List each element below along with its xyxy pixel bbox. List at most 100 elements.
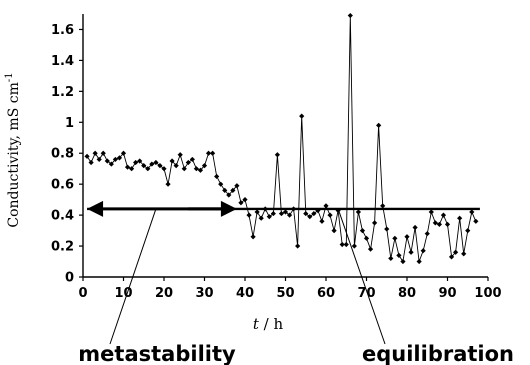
data-point <box>129 166 135 172</box>
data-point <box>376 122 382 128</box>
data-point <box>222 187 228 193</box>
data-point <box>347 12 353 19</box>
data-point <box>246 212 252 218</box>
series-line <box>86 15 477 263</box>
data-point <box>141 163 147 169</box>
data-point <box>137 158 143 164</box>
data-point <box>108 161 114 167</box>
y-axis-label: Conductivity, mS cm-1 <box>4 72 22 227</box>
data-point <box>226 192 232 198</box>
data-point <box>169 158 175 164</box>
data-point <box>92 150 98 156</box>
data-point <box>254 209 260 215</box>
data-point <box>380 203 386 209</box>
data-point <box>84 153 90 159</box>
x-tick-label: 60 <box>317 286 335 301</box>
data-point <box>392 235 398 241</box>
data-point <box>448 254 455 260</box>
x-tick-label: 50 <box>276 286 294 301</box>
data-point <box>396 252 402 258</box>
data-point <box>274 152 280 158</box>
x-ticks: 0 10 20 30 40 50 60 70 80 90 100 <box>78 277 502 301</box>
data-point <box>440 212 447 218</box>
data-point <box>444 221 451 227</box>
data-point <box>205 150 212 156</box>
y-tick-label: 1.4 <box>51 54 74 69</box>
x-tick-label: 90 <box>438 286 456 301</box>
data-point <box>323 203 329 209</box>
data-point <box>157 163 163 169</box>
data-point <box>351 243 357 249</box>
x-tick-label: 40 <box>236 286 254 301</box>
data-point <box>161 166 167 172</box>
data-point <box>424 231 430 237</box>
data-point <box>473 218 479 224</box>
data-point <box>149 161 155 167</box>
data-point <box>400 258 406 265</box>
data-point <box>453 249 459 255</box>
data-point <box>177 152 183 158</box>
data-point <box>457 215 463 221</box>
series <box>84 12 479 265</box>
x-axis-label: t / h <box>253 315 284 333</box>
y-tick-label: 0.4 <box>51 209 74 224</box>
y-tick-label: 0.2 <box>51 240 74 255</box>
overlay <box>87 200 480 345</box>
data-point <box>408 249 414 255</box>
data-point <box>388 255 394 262</box>
data-point <box>469 209 475 215</box>
data-point <box>238 200 244 206</box>
x-tick-label: 100 <box>474 286 501 301</box>
data-point <box>363 235 370 241</box>
data-point <box>201 163 208 169</box>
data-point <box>116 155 123 161</box>
annotation-metastability: metastability <box>78 342 236 365</box>
data-point <box>185 159 191 166</box>
data-point <box>104 158 110 164</box>
data-point <box>133 159 139 166</box>
annotation-pointer-line <box>109 208 157 345</box>
data-point <box>173 163 179 169</box>
x-tick-label: 10 <box>114 286 132 301</box>
data-point <box>153 159 159 166</box>
data-point <box>420 248 426 254</box>
y-tick-label: 1.2 <box>51 85 74 100</box>
data-point <box>355 209 361 215</box>
data-point <box>100 150 106 156</box>
data-point <box>282 209 289 215</box>
data-point <box>331 227 337 234</box>
data-point <box>165 181 171 187</box>
data-point <box>299 113 305 119</box>
data-point <box>436 221 442 227</box>
data-point <box>270 210 276 217</box>
data-point <box>319 218 325 224</box>
x-tick-label: 20 <box>155 286 173 301</box>
data-point <box>120 150 127 156</box>
data-point <box>372 220 378 226</box>
x-axis-label-variable: t <box>253 315 260 333</box>
arrow-head <box>87 200 104 217</box>
data-point <box>250 234 256 240</box>
x-tick-label: 0 <box>78 286 87 301</box>
data-point <box>124 164 131 170</box>
y-tick-label: 0.8 <box>51 147 74 162</box>
data-point <box>278 210 285 217</box>
data-point <box>343 241 349 248</box>
data-point <box>266 214 272 220</box>
data-point <box>242 197 248 203</box>
data-point <box>210 150 216 156</box>
data-point <box>384 226 390 232</box>
data-point <box>335 207 341 214</box>
y-tick-label: 0.6 <box>51 178 74 193</box>
y-ticks: 0 0.2 0.4 0.6 0.8 1 1.2 1.4 1.6 <box>51 23 83 286</box>
x-tick-label: 30 <box>195 286 213 301</box>
data-point <box>404 234 410 240</box>
data-point <box>327 212 333 218</box>
data-point <box>428 209 434 215</box>
arrow-head <box>220 200 237 217</box>
data-point <box>286 212 293 218</box>
data-point <box>311 210 317 217</box>
x-axis-label-unit: / h <box>259 315 284 333</box>
data-point <box>230 187 236 193</box>
